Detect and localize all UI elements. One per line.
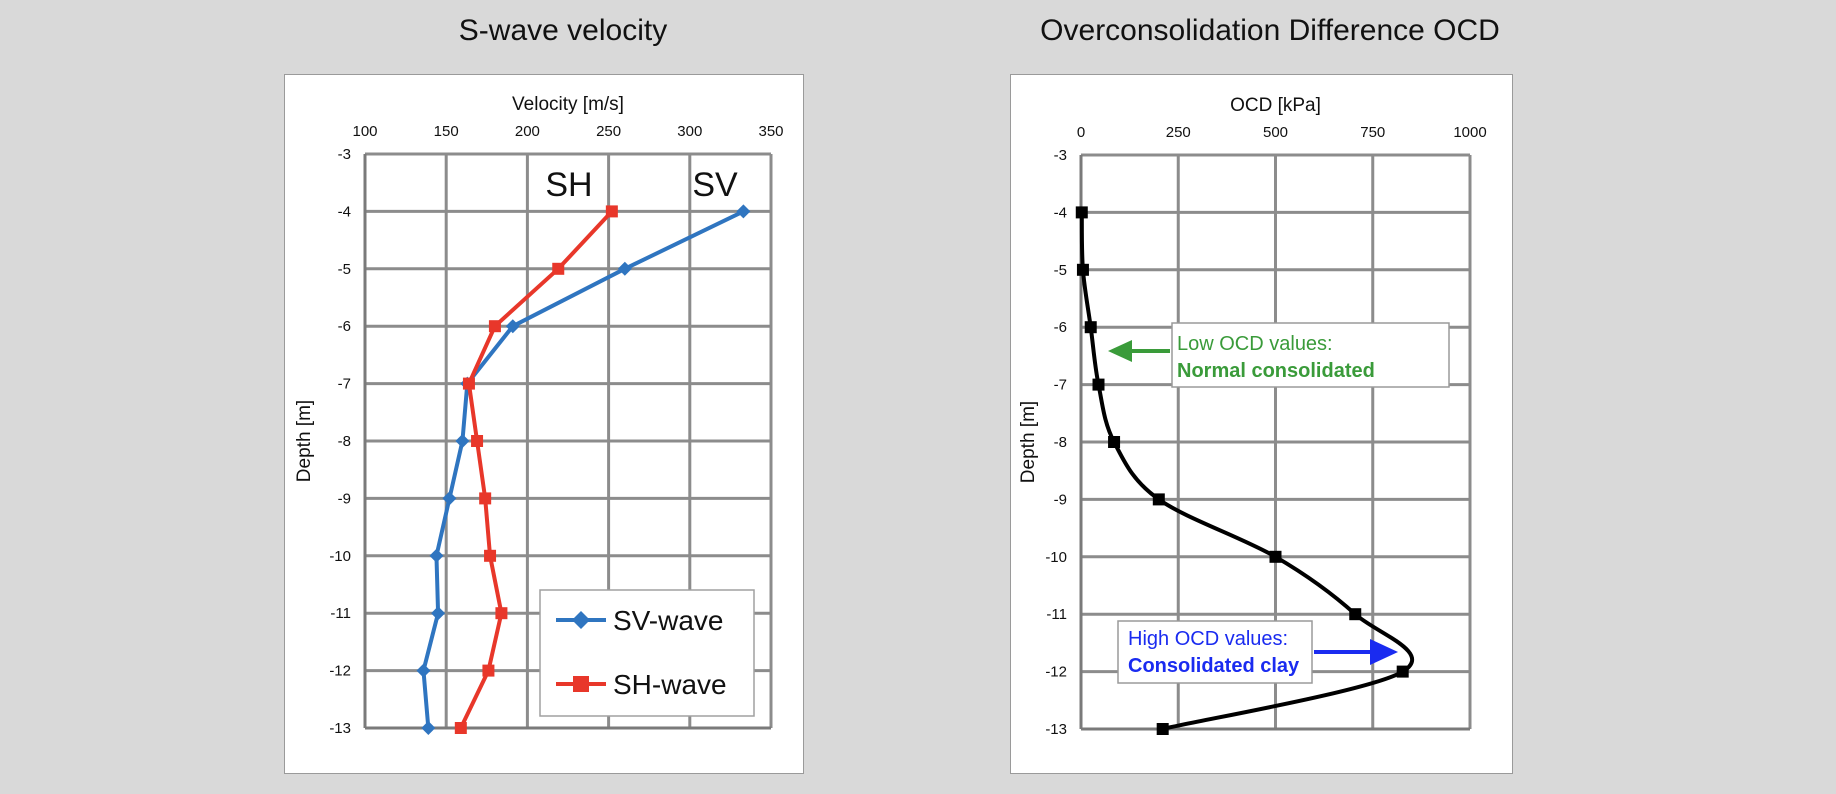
c0-data-point-sh-wave-6 (484, 549, 497, 562)
c1-y-tick-label-1: -4 (1054, 204, 1067, 221)
c0-data-point-sh-wave-5 (479, 492, 492, 505)
c1-y-tick-label-4: -7 (1054, 377, 1067, 394)
c0-annotation-sh: SH (545, 166, 592, 204)
c1-data-point-ocd-4 (1108, 436, 1121, 448)
c1-y-tick-label-10: -13 (1045, 721, 1067, 738)
c0-data-point-sh-wave-1 (552, 262, 565, 275)
c0-data-point-sv-wave-0 (736, 204, 751, 219)
c0-y-tick-label-10: -13 (329, 720, 351, 737)
c0-data-point-sv-wave-6 (429, 548, 444, 563)
c1-data-point-ocd-1 (1076, 263, 1089, 276)
c1-y-tick-label-0: -3 (1054, 147, 1067, 164)
c0-y-axis-label: Depth [m] (294, 400, 315, 482)
c1-x-tick-label-0: 0 (1077, 124, 1085, 141)
legend-label-sh-wave: SH-wave (613, 669, 727, 700)
c0-data-point-sh-wave-7 (495, 607, 508, 620)
callout-high-line1: High OCD values: (1128, 628, 1288, 650)
c1-y-tick-label-6: -9 (1054, 491, 1067, 508)
callout-high-line2: Consolidated clay (1128, 655, 1300, 677)
c1-x-tick-label-4: 1000 (1453, 124, 1486, 141)
c1-data-point-ocd-2 (1084, 321, 1097, 334)
c1-y-tick-label-8: -11 (1046, 606, 1067, 623)
callout-low-line2: Normal consolidated (1177, 360, 1375, 382)
c1-x-axis-label: OCD [kPa] (1230, 95, 1321, 116)
c0-data-point-sh-wave-3 (462, 377, 475, 390)
c0-y-tick-label-8: -11 (330, 605, 351, 622)
c0-data-point-sh-wave-0 (605, 205, 618, 218)
c0-y-tick-label-1: -4 (338, 203, 351, 220)
c1-data-point-ocd-3 (1092, 378, 1105, 391)
c0-y-tick-label-4: -7 (338, 376, 351, 393)
c0-x-axis-label: Velocity [m/s] (512, 94, 624, 115)
c1-y-tick-label-3: -6 (1054, 319, 1067, 336)
c0-x-tick-label-3: 250 (596, 123, 621, 140)
legend-label-sv-wave: SV-wave (613, 605, 724, 636)
c0-x-tick-label-0: 100 (352, 123, 377, 140)
c0-y-tick-label-6: -9 (338, 490, 351, 507)
c0-data-point-sv-wave-5 (442, 491, 457, 506)
right-chart-title: Overconsolidation Difference OCD (1040, 14, 1500, 47)
c0-data-point-sv-wave-8 (416, 663, 431, 678)
legend-box (539, 589, 755, 717)
legend-marker-sh-wave (573, 676, 589, 692)
callout-high-box (1117, 620, 1313, 684)
c1-y-tick-label-9: -12 (1045, 664, 1067, 681)
c1-data-point-ocd-9 (1156, 723, 1169, 735)
c0-data-point-sv-wave-9 (421, 721, 436, 735)
c0-data-point-sh-wave-9 (454, 722, 467, 734)
c1-y-axis-label: Depth [m] (1018, 401, 1039, 483)
c0-y-tick-label-5: -8 (338, 433, 351, 450)
c0-y-tick-label-3: -6 (338, 318, 351, 335)
c0-series-line-sh-wave (459, 210, 614, 729)
c0-series-line-sv-wave (421, 209, 745, 729)
c0-y-tick-label-0: -3 (338, 146, 351, 163)
c0-annotation-sv: SV (692, 166, 738, 204)
callout-low-line1: Low OCD values: (1177, 333, 1333, 355)
c1-data-point-ocd-8 (1396, 665, 1409, 678)
legend-marker-sv-wave (572, 611, 590, 629)
c1-y-tick-label-5: -8 (1054, 434, 1067, 451)
callout-high-arrow-head (1370, 639, 1398, 665)
c1-x-tick-label-1: 250 (1166, 124, 1191, 141)
c0-data-point-sv-wave-7 (431, 606, 446, 621)
c0-x-tick-label-2: 200 (515, 123, 540, 140)
c1-data-point-ocd-7 (1349, 608, 1362, 621)
c1-data-point-ocd-5 (1152, 493, 1165, 506)
callout-low-arrow-head (1108, 340, 1132, 362)
c0-data-point-sh-wave-2 (488, 320, 501, 333)
c1-y-tick-label-7: -10 (1045, 549, 1067, 566)
c0-x-tick-label-4: 300 (677, 123, 702, 140)
c0-y-tick-label-9: -12 (329, 663, 351, 680)
callout-low-box (1171, 322, 1450, 388)
c0-data-point-sv-wave-4 (455, 434, 470, 448)
c1-x-tick-label-3: 750 (1360, 124, 1385, 141)
c0-y-tick-label-7: -10 (329, 548, 351, 565)
c0-x-tick-label-5: 350 (758, 123, 783, 140)
c1-y-tick-label-2: -5 (1054, 262, 1067, 279)
c1-x-tick-label-2: 500 (1263, 124, 1288, 141)
c0-data-point-sv-wave-2 (505, 319, 520, 334)
c1-data-point-ocd-6 (1269, 550, 1282, 563)
c0-x-tick-label-1: 150 (434, 123, 459, 140)
c0-data-point-sh-wave-4 (471, 435, 484, 447)
c0-data-point-sh-wave-8 (482, 664, 495, 677)
c1-data-point-ocd-0 (1075, 206, 1088, 219)
c0-data-point-sv-wave-1 (617, 261, 632, 276)
c0-y-tick-label-2: -5 (338, 261, 351, 278)
left-chart-title: S-wave velocity (458, 14, 668, 47)
